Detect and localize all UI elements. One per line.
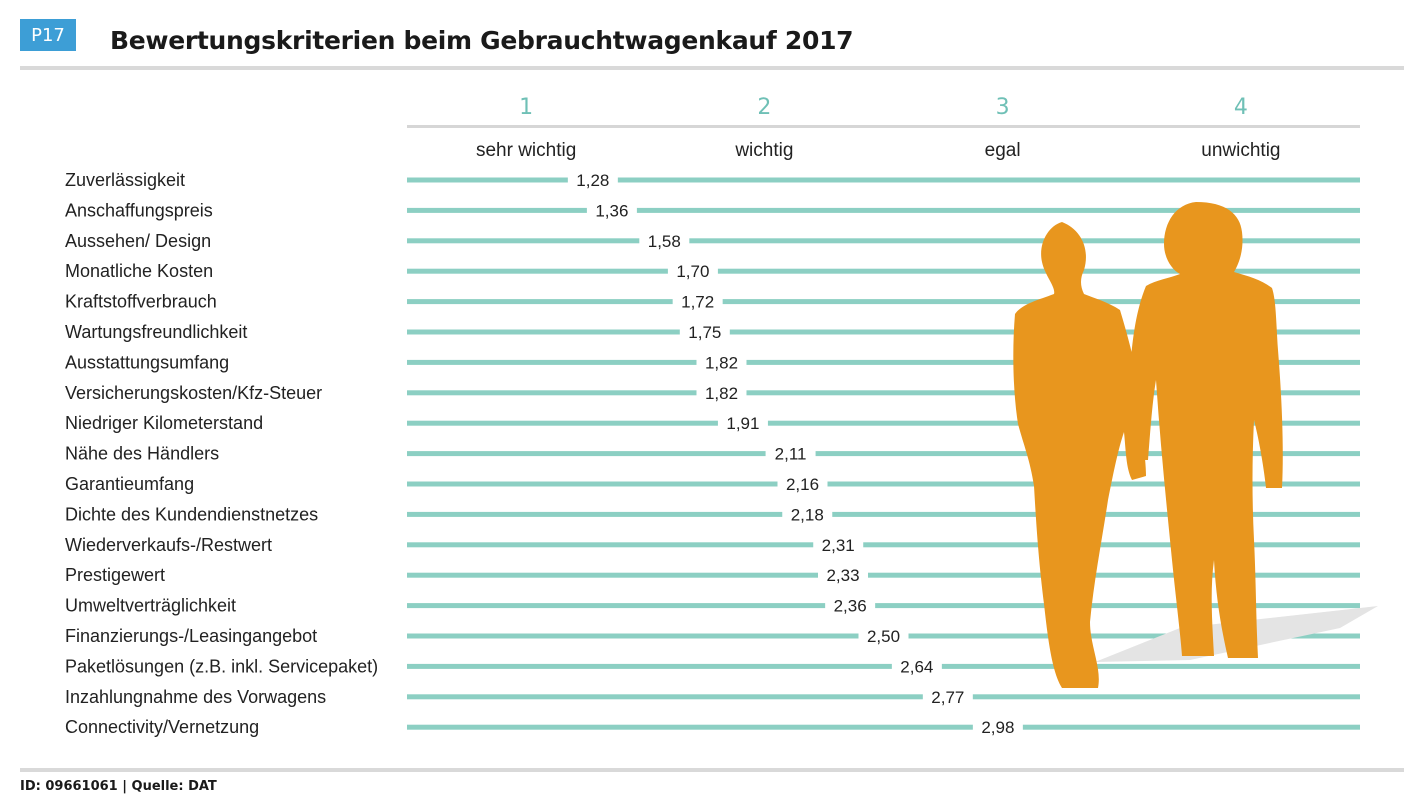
row-label: Wiederverkaufs-/Restwert xyxy=(65,535,272,555)
row-label: Anschaffungspreis xyxy=(65,200,213,220)
row-label: Aussehen/ Design xyxy=(65,231,211,251)
value-label: 2,31 xyxy=(822,536,855,555)
bar-segment xyxy=(908,633,1360,639)
scale-label-4: unwichtig xyxy=(1201,140,1280,161)
bar-segment xyxy=(407,390,697,396)
row-label: Umweltverträglichkeit xyxy=(65,596,236,616)
bar-segment xyxy=(407,724,973,730)
value-label: 2,33 xyxy=(826,566,859,585)
row-label: Garantieumfang xyxy=(65,474,194,494)
scale-label-2: wichtig xyxy=(734,140,793,161)
value-label: 1,58 xyxy=(648,232,681,251)
bar-segment xyxy=(689,238,1360,244)
bar-segment xyxy=(407,177,568,183)
bar-segment xyxy=(407,572,818,578)
bar-segment xyxy=(407,481,778,487)
source-footer: ID: 09661061 | Quelle: DAT xyxy=(20,779,217,794)
row-label: Inzahlungnahme des Vorwagens xyxy=(65,687,326,707)
header-divider xyxy=(20,66,1404,70)
row-label: Monatliche Kosten xyxy=(65,261,213,281)
value-label: 1,36 xyxy=(595,201,628,220)
scale-header-rule xyxy=(407,125,1360,128)
bar-segment xyxy=(407,329,680,335)
chart-title: Bewertungskriterien beim Gebrauchtwagenk… xyxy=(110,26,854,55)
bar-segment xyxy=(875,603,1360,609)
value-label: 1,82 xyxy=(705,384,738,403)
row-label: Connectivity/Vernetzung xyxy=(65,717,259,737)
value-label: 1,75 xyxy=(688,323,721,342)
row-label: Wartungsfreundlichkeit xyxy=(65,322,247,342)
value-label: 2,50 xyxy=(867,627,900,646)
value-label: 1,91 xyxy=(726,414,759,433)
row-label: Versicherungskosten/Kfz-Steuer xyxy=(65,383,322,403)
bar-segment xyxy=(407,420,718,426)
woman-silhouette-icon xyxy=(1013,222,1146,688)
value-label: 2,98 xyxy=(981,718,1014,737)
bar-segment xyxy=(717,268,1360,274)
row-label: Paketlösungen (z.B. inkl. Servicepaket) xyxy=(65,656,378,676)
man-silhouette-icon xyxy=(1128,202,1283,658)
value-label: 2,64 xyxy=(900,657,933,676)
row-label: Kraftstoffverbrauch xyxy=(65,292,217,312)
value-label: 1,82 xyxy=(705,353,738,372)
scale-number-3: 3 xyxy=(996,95,1010,120)
bar-segment xyxy=(1022,724,1360,730)
bar-segment xyxy=(407,451,766,457)
bar-segment xyxy=(407,268,668,274)
bar-segment xyxy=(407,238,640,244)
row-label: Zuverlässigkeit xyxy=(65,170,185,190)
row-label: Finanzierungs-/Leasingangebot xyxy=(65,626,317,646)
bar-segment xyxy=(407,299,673,305)
bar-segment xyxy=(407,359,697,365)
bar-segment xyxy=(972,694,1360,700)
chart-id-badge: P17 xyxy=(20,19,76,51)
value-label: 2,16 xyxy=(786,475,819,494)
bar-segment xyxy=(941,663,1360,669)
bar-segment xyxy=(407,511,783,517)
scale-number-2: 2 xyxy=(757,95,771,120)
bar-segment xyxy=(636,207,1360,213)
scale-label-3: egal xyxy=(985,140,1021,161)
bar-segment xyxy=(407,542,814,548)
row-label: Ausstattungsumfang xyxy=(65,352,229,372)
value-label: 2,18 xyxy=(791,505,824,524)
bar-segment xyxy=(863,542,1360,548)
footer-divider xyxy=(20,768,1404,772)
row-label: Dichte des Kundendienstnetzes xyxy=(65,504,318,524)
scale-number-1: 1 xyxy=(519,95,533,120)
bar-segment xyxy=(407,663,892,669)
bar-segment xyxy=(867,572,1360,578)
row-label: Prestigewert xyxy=(65,565,165,585)
walking-couple-silhouette-icon xyxy=(1013,202,1378,688)
bar-segment xyxy=(407,603,826,609)
value-label: 2,11 xyxy=(775,445,807,464)
value-label: 2,36 xyxy=(834,597,867,616)
bar-segment xyxy=(617,177,1360,183)
row-label: Nähe des Händlers xyxy=(65,444,219,464)
row-label: Niedriger Kilometerstand xyxy=(65,413,263,433)
bar-segment xyxy=(407,694,923,700)
value-label: 1,72 xyxy=(681,293,714,312)
bar-segment xyxy=(407,207,587,213)
scale-label-1: sehr wichtig xyxy=(476,140,576,161)
value-label: 2,77 xyxy=(931,688,964,707)
scale-number-4: 4 xyxy=(1234,95,1248,120)
value-label: 1,28 xyxy=(576,171,609,190)
bar-segment xyxy=(407,633,859,639)
value-label: 1,70 xyxy=(676,262,709,281)
